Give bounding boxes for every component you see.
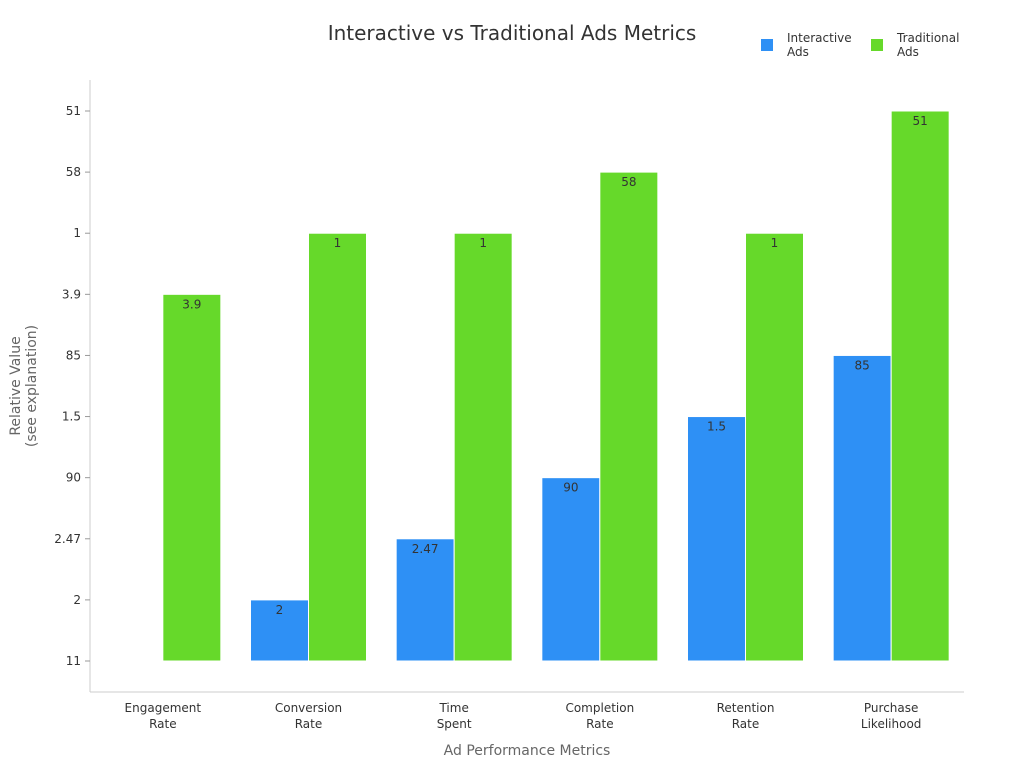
bar-value-label: 58 xyxy=(621,175,636,189)
bar-value-label: 2.47 xyxy=(412,542,439,556)
bar-value-label: 1 xyxy=(771,236,779,250)
y-tick-label: 1.5 xyxy=(62,410,81,424)
bar-value-label: 1 xyxy=(334,236,342,250)
y-tick-label: 11 xyxy=(66,654,81,668)
bar-value-label: 3.9 xyxy=(182,297,201,311)
legend-swatch-traditional xyxy=(871,39,883,51)
interactive-ads-bar xyxy=(687,416,746,662)
y-axis-title: Relative Value(see explanation) xyxy=(8,325,40,447)
y-axis-ticks: 11 2 2.47 90 1.5 85 3.9 1 58 51 xyxy=(54,104,90,668)
x-tick-label: Conversion Rate xyxy=(275,701,342,731)
legend: Interactive Ads Traditional Ads xyxy=(761,31,959,59)
legend-label: Interactive Ads xyxy=(787,31,852,59)
x-axis-ticks: Engagement Rate Conversion Rate Time Spent Com… xyxy=(125,701,922,731)
bar-value-label: 2 xyxy=(276,603,284,617)
interactive-ads-bar xyxy=(250,599,309,662)
bar-value-label: 1 xyxy=(479,236,487,250)
y-tick-label: 2.47 xyxy=(54,532,81,546)
interactive-ads-bar xyxy=(541,477,601,662)
x-tick-label: Completion Rate xyxy=(565,701,634,731)
bar-value-label: 90 xyxy=(563,481,578,495)
chart-title: Interactive vs Traditional Ads Metrics xyxy=(328,21,697,45)
x-tick-label: Time Spent xyxy=(437,701,472,731)
traditional-ads-bar xyxy=(599,171,659,662)
traditional-ads-bar xyxy=(162,293,222,662)
x-tick-label: Retention Rate xyxy=(717,701,775,731)
y-tick-label: 85 xyxy=(66,348,81,362)
x-tick-label: Purchase Likelihood xyxy=(861,701,922,731)
y-tick-label: 1 xyxy=(73,226,81,240)
bar-value-label: 1.5 xyxy=(707,420,726,434)
legend-label: Traditional Ads xyxy=(896,31,959,59)
traditional-ads-bar xyxy=(890,110,950,662)
bar-value-label: 85 xyxy=(855,358,870,372)
y-tick-label: 90 xyxy=(66,471,81,485)
y-tick-label: 51 xyxy=(66,104,81,118)
y-tick-label: 58 xyxy=(66,165,81,179)
x-axis-title: Ad Performance Metrics xyxy=(444,743,611,759)
x-tick-label: Engagement Rate xyxy=(125,701,202,731)
y-tick-label: 3.9 xyxy=(62,287,81,301)
traditional-ads-bar xyxy=(453,232,513,662)
traditional-ads-bar xyxy=(745,232,804,662)
data-labels: 3.9 2 1 2.47 1 90 58 1.5 1 85 51 xyxy=(182,114,928,617)
traditional-ads-bar xyxy=(308,232,367,662)
bars xyxy=(162,110,950,662)
interactive-ads-bar xyxy=(832,354,892,662)
interactive-ads-bar xyxy=(395,538,455,662)
bar-value-label: 51 xyxy=(913,114,928,128)
y-tick-label: 2 xyxy=(73,593,81,607)
legend-swatch-interactive xyxy=(761,39,773,51)
